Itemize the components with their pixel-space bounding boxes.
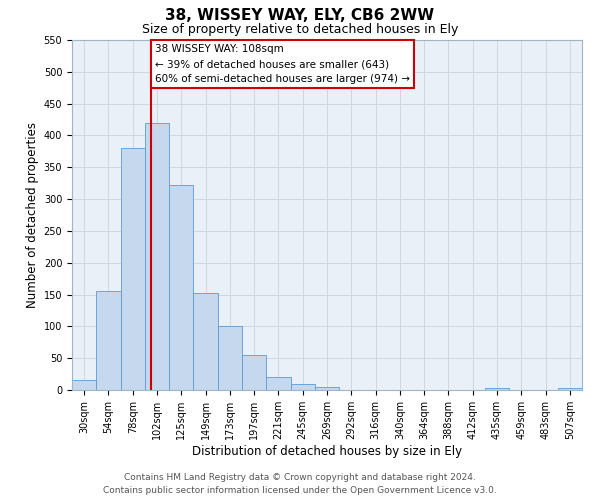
Bar	[266, 378, 290, 390]
Text: 38 WISSEY WAY: 108sqm
← 39% of detached houses are smaller (643)
60% of semi-det: 38 WISSEY WAY: 108sqm ← 39% of detached …	[155, 44, 410, 84]
Bar	[242, 355, 266, 390]
Bar	[193, 294, 218, 390]
Bar	[121, 148, 145, 390]
Bar	[96, 292, 121, 390]
Text: 38, WISSEY WAY, ELY, CB6 2WW: 38, WISSEY WAY, ELY, CB6 2WW	[166, 8, 434, 22]
Bar	[558, 388, 582, 390]
Text: Contains HM Land Registry data © Crown copyright and database right 2024.
Contai: Contains HM Land Registry data © Crown c…	[103, 474, 497, 495]
Y-axis label: Number of detached properties: Number of detached properties	[26, 122, 40, 308]
Bar	[290, 384, 315, 390]
Bar	[72, 380, 96, 390]
Bar	[315, 387, 339, 390]
X-axis label: Distribution of detached houses by size in Ely: Distribution of detached houses by size …	[192, 444, 462, 458]
Bar	[485, 388, 509, 390]
Text: Size of property relative to detached houses in Ely: Size of property relative to detached ho…	[142, 22, 458, 36]
Bar	[169, 185, 193, 390]
Bar	[145, 122, 169, 390]
Bar	[218, 326, 242, 390]
